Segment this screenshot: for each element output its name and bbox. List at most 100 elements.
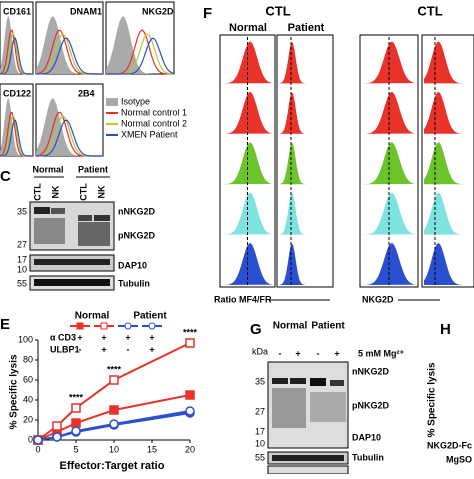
legend-label: Isotype bbox=[121, 96, 150, 106]
marker bbox=[185, 338, 195, 348]
kda-label: 55 bbox=[255, 452, 265, 462]
kda-label: 17 bbox=[17, 254, 27, 264]
histogram-curve bbox=[106, 37, 175, 75]
flow-peak bbox=[424, 142, 472, 185]
legend-swatch bbox=[106, 98, 118, 106]
group-label: Patient bbox=[78, 164, 108, 174]
group-label: Patient bbox=[311, 321, 345, 332]
flow-peak bbox=[279, 244, 331, 285]
band-label: pNKG2D bbox=[118, 230, 156, 240]
band-label: Tubulin bbox=[118, 278, 150, 288]
panel-letter: F bbox=[203, 5, 212, 22]
kda-label: 10 bbox=[255, 438, 265, 448]
x-axis-label: Effector:Target ratio bbox=[60, 460, 165, 472]
frame bbox=[219, 34, 276, 288]
band-label: DAP10 bbox=[352, 432, 381, 442]
y-axis-label: % Specific lysis bbox=[9, 354, 20, 429]
hist-label: 2B4 bbox=[78, 88, 95, 98]
kda-label: 55 bbox=[17, 278, 27, 288]
histograms bbox=[0, 16, 175, 157]
band-label: pNKG2D bbox=[352, 400, 390, 410]
flow-histograms bbox=[219, 34, 474, 288]
group-label: Normal bbox=[273, 321, 308, 332]
x-tick-label: 0 bbox=[35, 444, 40, 454]
sign: - bbox=[279, 348, 282, 358]
flow-peak bbox=[279, 93, 331, 134]
frame bbox=[359, 34, 419, 288]
y-tick-label: 40 bbox=[23, 394, 33, 404]
significance: **** bbox=[183, 327, 198, 337]
sign: - bbox=[127, 344, 130, 354]
legend-label: Normal control 2 bbox=[121, 118, 187, 128]
band-labels: nNKG2D pNKG2D DAP10 Tubulin bbox=[118, 206, 156, 288]
lane-label: NK bbox=[96, 185, 106, 198]
legend-marker bbox=[148, 322, 156, 330]
flow-peak bbox=[424, 91, 472, 134]
marker bbox=[109, 419, 119, 429]
sign: + bbox=[295, 348, 300, 358]
legend-marker bbox=[76, 322, 84, 330]
x-tick-label: 15 bbox=[147, 444, 157, 454]
blot bbox=[267, 361, 349, 475]
y-tick-label: 60 bbox=[23, 374, 33, 384]
legend-marker bbox=[100, 322, 108, 330]
column-label: Normal bbox=[229, 22, 267, 34]
frame bbox=[421, 34, 474, 288]
marker bbox=[71, 418, 81, 428]
sign: + bbox=[149, 344, 154, 354]
flow-peak bbox=[424, 192, 472, 235]
sign: - bbox=[317, 348, 320, 358]
signs: - + - + bbox=[279, 348, 340, 358]
row-label: NKG2D-Fc bbox=[427, 440, 472, 450]
hist-label: DNAM1 bbox=[70, 6, 102, 16]
marker bbox=[71, 403, 81, 413]
flow-peak bbox=[424, 243, 472, 285]
row-label: MgSO bbox=[446, 454, 472, 464]
y-axis-label: % Specific lysis bbox=[427, 362, 438, 437]
kda-label: 27 bbox=[255, 406, 265, 416]
flow-peak bbox=[279, 193, 331, 235]
legend-label: XMEN Patient bbox=[121, 129, 178, 139]
band-label: Tubulin bbox=[352, 452, 384, 462]
panel-title: CTL bbox=[417, 3, 442, 18]
condition: 5 mM Mg²⁺ bbox=[358, 348, 404, 358]
histogram-curve bbox=[0, 119, 33, 157]
sign: + bbox=[101, 332, 106, 342]
isotype-fill bbox=[106, 16, 174, 75]
lane-label: NK bbox=[50, 185, 60, 198]
histogram-curve bbox=[36, 119, 103, 157]
marker bbox=[185, 390, 195, 400]
sign: + bbox=[334, 348, 339, 358]
lane-label: CTL bbox=[78, 183, 88, 201]
band-label: nNKG2D bbox=[352, 366, 390, 376]
panel-letter: E bbox=[0, 316, 10, 333]
x-tick-label: 20 bbox=[185, 444, 195, 454]
histogram-curve bbox=[0, 37, 33, 75]
blot bbox=[29, 201, 115, 291]
marker bbox=[109, 375, 119, 385]
lane-labels: CTL NK CTL NK bbox=[32, 183, 106, 201]
sign: + bbox=[77, 332, 82, 342]
flow-peak bbox=[279, 42, 331, 84]
marker bbox=[109, 405, 119, 415]
frame bbox=[276, 34, 334, 288]
group-label: Normal bbox=[32, 164, 63, 174]
legend-label: Normal control 1 bbox=[121, 107, 187, 117]
y-tick-label: 0 bbox=[28, 434, 33, 444]
kda-label: 35 bbox=[255, 376, 265, 386]
column-label: Patient bbox=[288, 22, 325, 34]
y-tick-label: 80 bbox=[23, 354, 33, 364]
y-tick-label: 100 bbox=[18, 334, 33, 344]
significance: **** bbox=[69, 392, 84, 402]
marker bbox=[52, 432, 62, 442]
hist-label: NKG2D bbox=[142, 6, 174, 16]
hist-label: CD122 bbox=[3, 88, 31, 98]
axis-label: NKG2D bbox=[362, 294, 394, 304]
marker bbox=[33, 435, 43, 445]
sign: + bbox=[149, 332, 154, 342]
flow-peak bbox=[424, 41, 472, 84]
row-label: α CD3 bbox=[50, 332, 76, 342]
legend-marker bbox=[124, 322, 132, 330]
axis-label: Ratio MF4/FR bbox=[214, 294, 272, 304]
